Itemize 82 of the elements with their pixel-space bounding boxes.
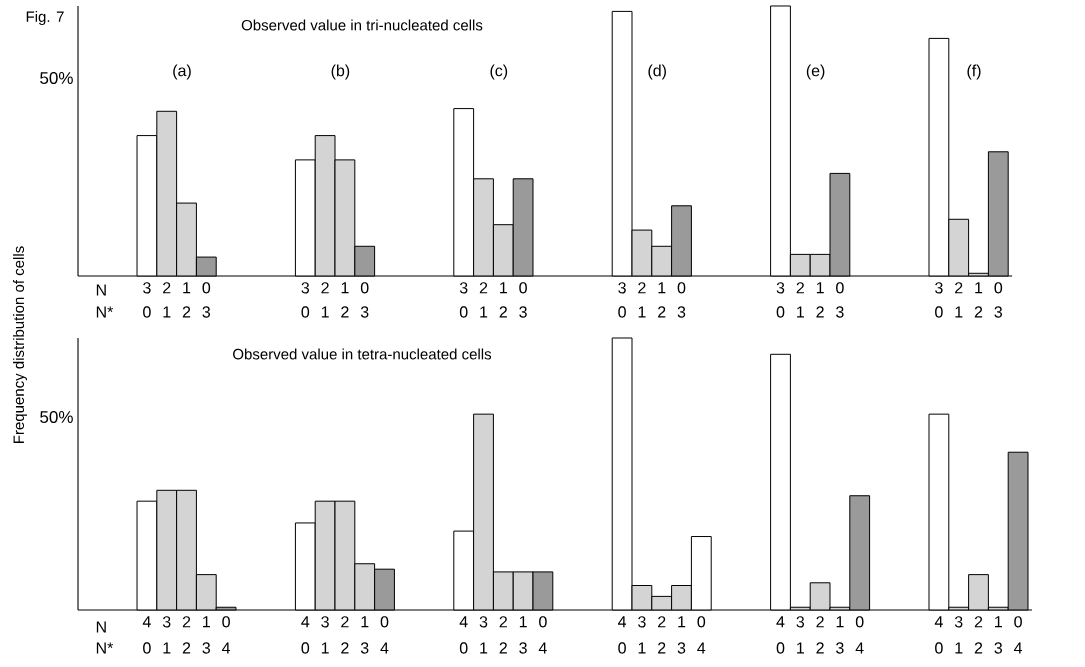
x-tick-label: 1 — [995, 616, 1002, 628]
x-tick-label: 0 — [836, 282, 844, 294]
x-tick-label: 2 — [658, 616, 666, 628]
text: 0 1 2 3 4 — [143, 642, 231, 654]
x-tick-label: 1 — [975, 282, 983, 294]
x-tick-label: 0 — [360, 282, 369, 294]
x-tick-label: 2 — [816, 616, 824, 628]
text: 0 1 2 3 4 — [618, 642, 706, 654]
x-tick-label: 1 — [519, 616, 527, 628]
x-tick-label: 1 — [658, 282, 666, 294]
x-tick-label: 0 — [539, 616, 547, 628]
x-tick-label: 2 — [499, 616, 507, 628]
x-tick-label: 2 — [182, 616, 191, 628]
x-tick-label: 4 — [776, 616, 785, 628]
x-tick-label: 3 — [638, 616, 646, 628]
x-tick-label: 4 — [142, 616, 151, 628]
x-tick-label: 2 — [638, 282, 646, 294]
x-tick-label: 2 — [974, 616, 983, 628]
x-tick-label: 0 — [380, 616, 389, 628]
x-tick-label: 0 — [855, 616, 864, 628]
annotation: (e) — [806, 64, 825, 80]
x-tick-label: 3 — [479, 616, 488, 628]
text: N* — [96, 306, 114, 318]
x-tick-label: 1 — [361, 616, 369, 628]
text: N — [96, 621, 106, 633]
text: 0 1 2 3 4 — [935, 642, 1023, 654]
text: 0 1 2 3 — [459, 306, 527, 318]
x-tick-label: 2 — [163, 282, 171, 294]
x-tick-label: 2 — [321, 282, 329, 294]
x-tick-label: 3 — [301, 282, 310, 294]
x-tick-label: 4 — [301, 616, 310, 628]
x-tick-label: 3 — [162, 616, 171, 628]
x-tick-label: 0 — [222, 616, 230, 628]
x-tick-label: 3 — [459, 282, 468, 294]
text: N* — [96, 642, 114, 654]
x-tick-label: 1 — [183, 282, 191, 294]
text: 0 1 2 3 — [618, 306, 686, 318]
x-tick-label: 3 — [796, 616, 805, 628]
x-tick-label: 3 — [618, 282, 626, 294]
text: 0 1 2 3 — [776, 306, 844, 318]
x-tick-label: 1 — [500, 282, 507, 294]
x-tick-label: 2 — [796, 282, 804, 294]
text: 0 1 2 3 — [143, 306, 211, 318]
x-tick-label: 1 — [341, 282, 349, 294]
x-tick-label: 0 — [697, 616, 706, 628]
text: 50% — [40, 71, 73, 85]
x-tick-label: 2 — [479, 282, 488, 294]
text: 0 1 2 3 — [301, 306, 369, 318]
x-tick-label: 0 — [202, 282, 211, 294]
annotation: (a) — [173, 64, 191, 80]
x-tick-label: 4 — [459, 616, 468, 628]
x-tick-label: 2 — [955, 282, 963, 294]
x-tick-label: 1 — [836, 616, 844, 628]
x-tick-label: 3 — [143, 282, 151, 294]
y-axis-title: Frequency distribution of cells — [13, 246, 27, 443]
x-tick-label: 4 — [618, 616, 627, 628]
x-tick-label: 3 — [935, 282, 943, 294]
x-tick-label: 3 — [776, 282, 785, 294]
text: 0 1 2 3 4 — [459, 642, 547, 654]
text: Observed value in tetra-nucleated cells — [233, 348, 492, 360]
x-tick-label: 0 — [1014, 616, 1022, 628]
caption: Fig. 7 — [26, 11, 64, 25]
text: N — [96, 284, 106, 296]
x-tick-label: 1 — [678, 616, 686, 628]
x-tick-label: 0 — [519, 282, 527, 294]
annotation: (d) — [648, 64, 666, 80]
text: 0 1 2 3 4 — [776, 642, 864, 654]
x-tick-label: 2 — [341, 616, 349, 628]
annotation: (f) — [967, 64, 981, 80]
text: 50% — [40, 410, 73, 424]
x-tick-label: 3 — [954, 616, 963, 628]
x-tick-label: 0 — [677, 282, 686, 294]
text: 0 1 2 3 — [935, 306, 1003, 318]
annotation: (c) — [490, 64, 508, 80]
annotation: (b) — [331, 64, 350, 80]
x-tick-label: 3 — [321, 616, 329, 628]
text: Observed value in tri-nucleated cells — [241, 19, 483, 31]
x-tick-label: 1 — [203, 616, 210, 628]
x-tick-label: 0 — [994, 282, 1003, 294]
text: 0 1 2 3 4 — [301, 642, 389, 654]
x-tick-label: 1 — [816, 282, 824, 294]
x-tick-label: 4 — [934, 616, 943, 628]
